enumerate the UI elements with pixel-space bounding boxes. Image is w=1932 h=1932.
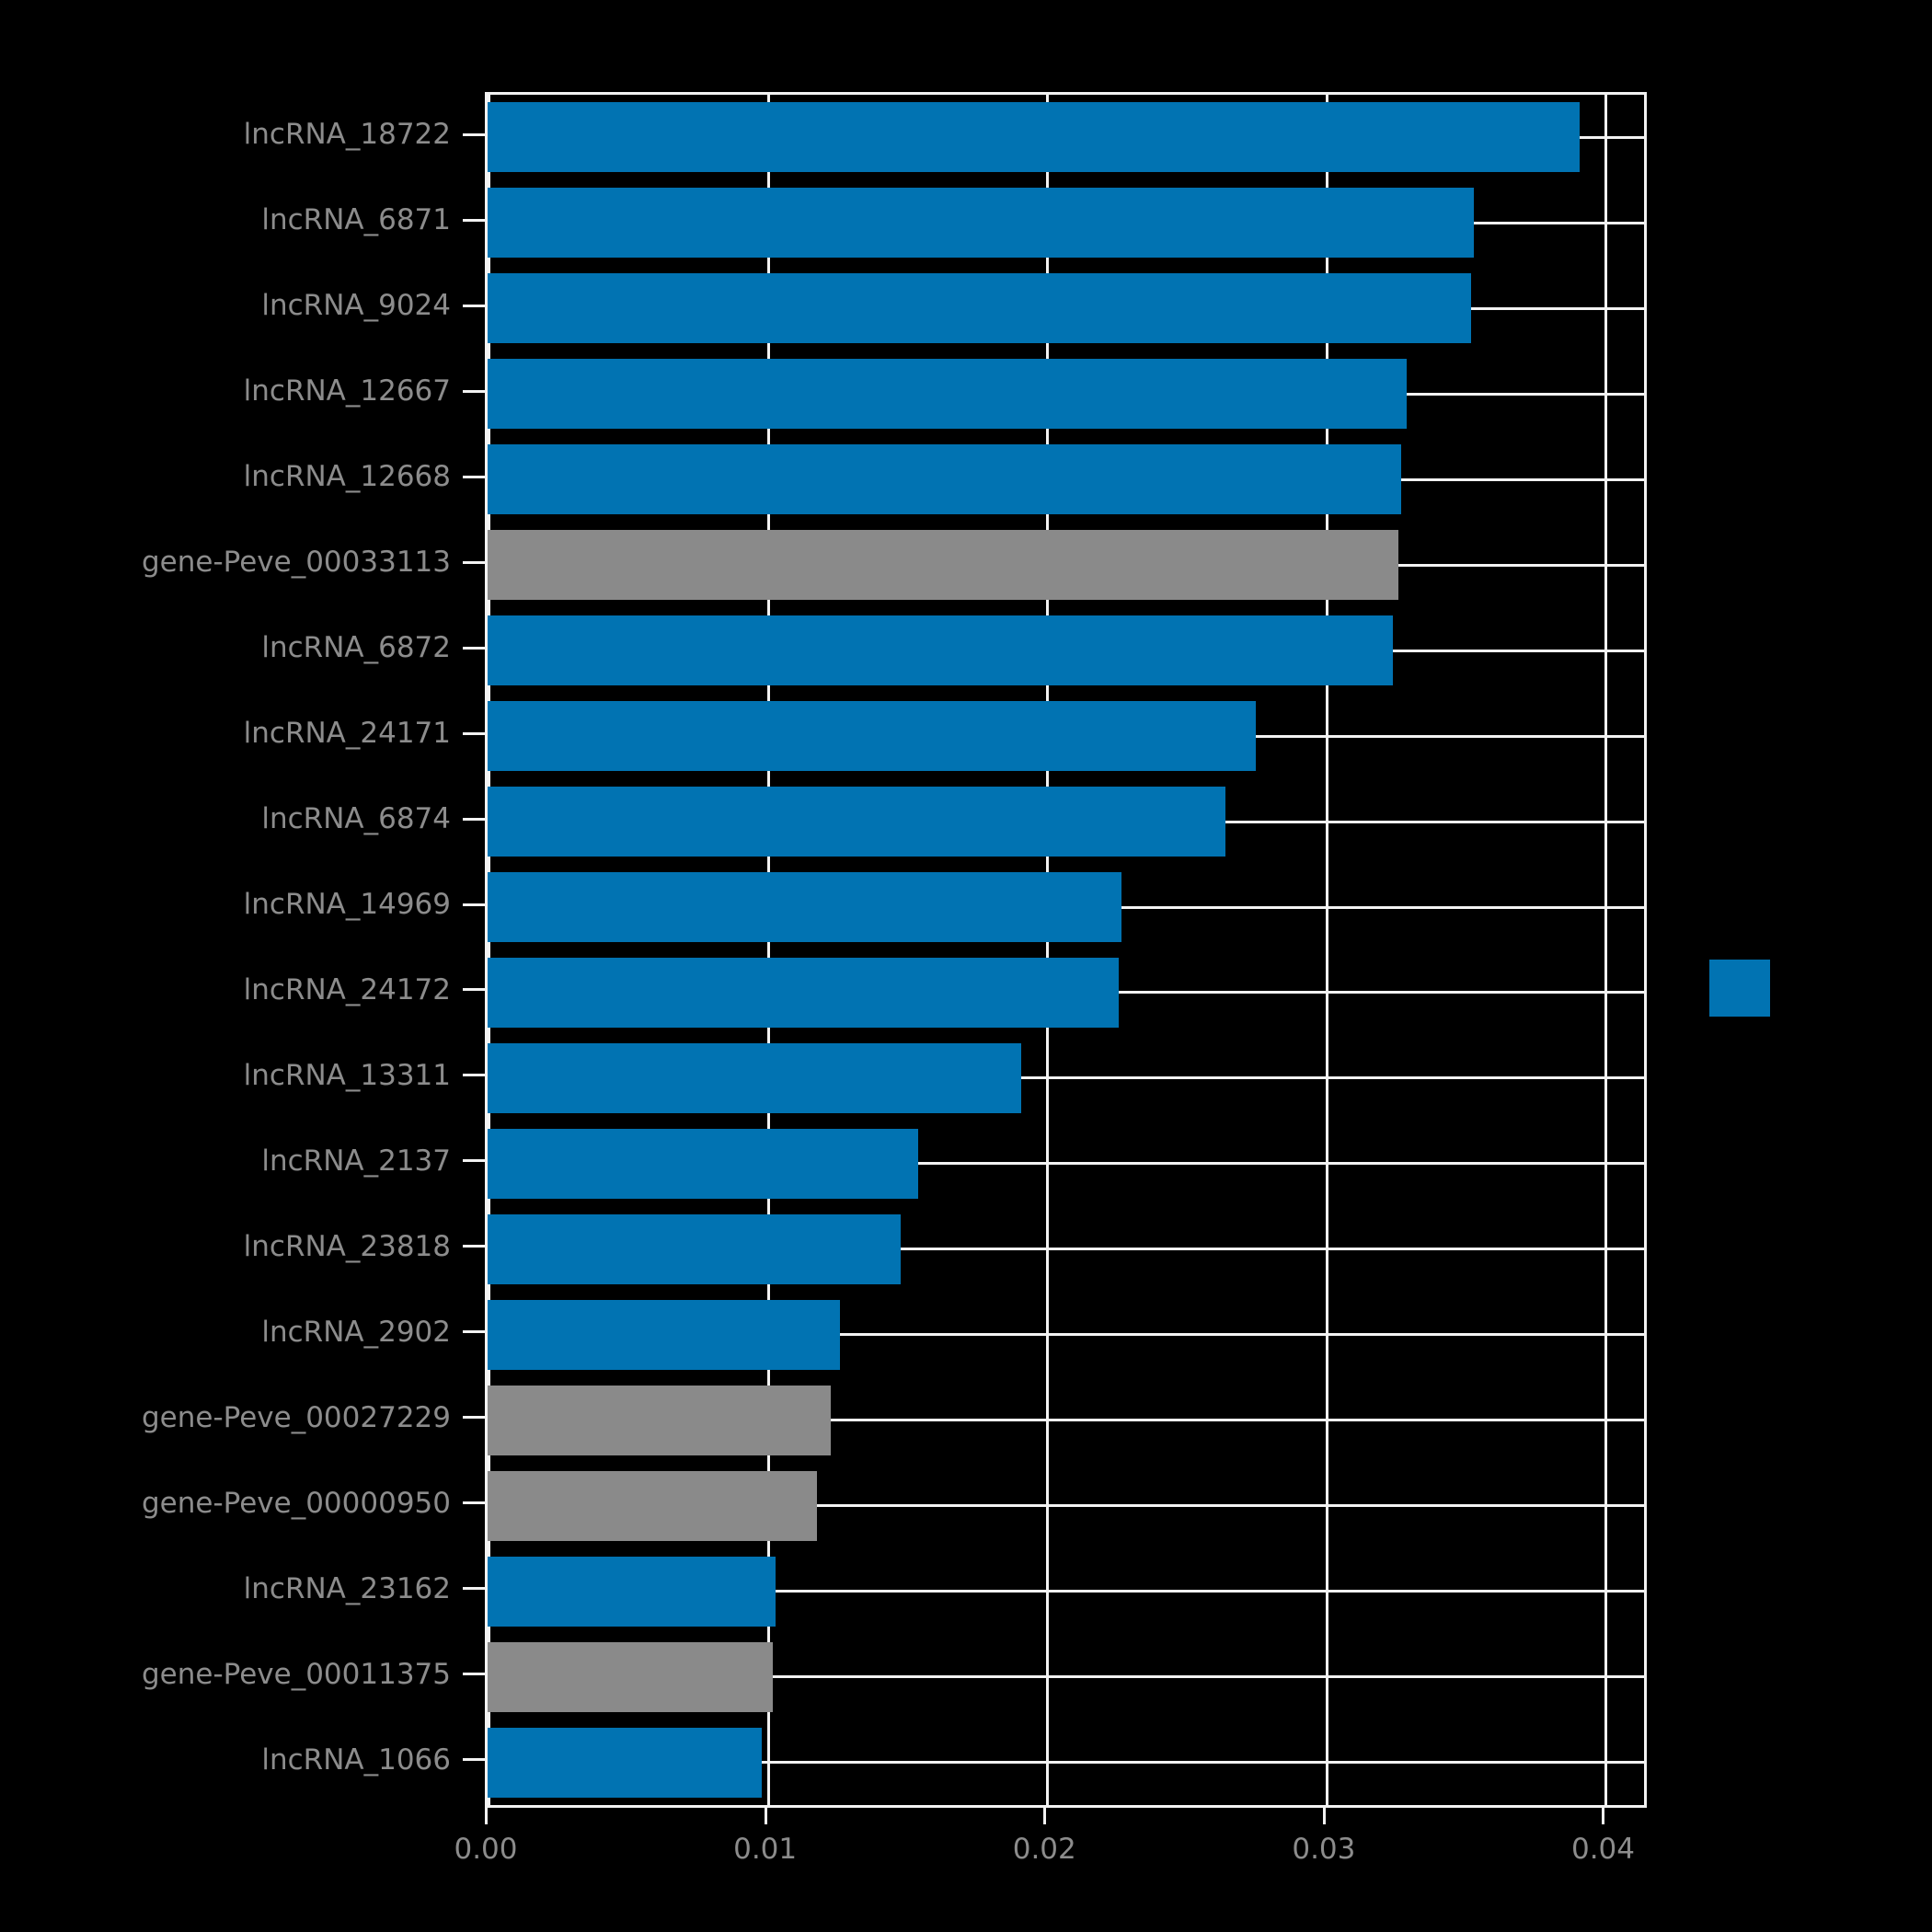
y-axis-tick — [463, 132, 485, 136]
y-axis-label: gene-Peve_00011375 — [141, 1657, 451, 1691]
y-axis-label: lncRNA_24171 — [243, 717, 451, 751]
y-axis-label: gene-Peve_00033113 — [141, 546, 451, 580]
x-axis-tick-label: 0.02 — [1012, 1833, 1076, 1866]
x-axis-tick-label: 0.03 — [1292, 1833, 1356, 1866]
x-axis-tick — [1043, 1808, 1047, 1824]
y-axis-tick — [463, 389, 485, 393]
y-axis-label: lncRNA_12667 — [243, 374, 451, 408]
legend — [1709, 960, 1770, 1017]
bar — [488, 1128, 918, 1199]
y-axis-tick — [463, 560, 485, 564]
bar — [488, 1556, 776, 1627]
bar — [488, 701, 1256, 772]
y-axis-tick — [463, 646, 485, 650]
bar — [488, 359, 1407, 430]
y-axis-tick — [463, 1245, 485, 1248]
y-axis-tick — [463, 1501, 485, 1505]
gridline-horizontal — [488, 1248, 1644, 1251]
bar — [488, 872, 1122, 943]
bar — [488, 1641, 773, 1712]
y-axis-label: lncRNA_6872 — [261, 631, 451, 665]
y-axis-label: lncRNA_9024 — [261, 289, 451, 323]
x-axis-tick — [485, 1808, 488, 1824]
x-axis-tick — [1322, 1808, 1326, 1824]
x-axis-tick-label: 0.00 — [454, 1833, 518, 1866]
y-axis-tick — [463, 1074, 485, 1077]
y-axis-label: lncRNA_6874 — [261, 802, 451, 836]
bar — [488, 1470, 818, 1541]
y-axis-label: lncRNA_13311 — [243, 1058, 451, 1092]
x-axis-tick-label: 0.04 — [1570, 1833, 1635, 1866]
x-axis-tick — [1602, 1808, 1605, 1824]
y-axis-label: lncRNA_1066 — [261, 1742, 451, 1777]
y-axis-tick — [463, 817, 485, 821]
gridline-vertical — [1046, 95, 1050, 1805]
gridline-horizontal — [488, 1504, 1644, 1508]
bar — [488, 1299, 840, 1370]
bar — [488, 188, 1474, 259]
y-axis-label: gene-Peve_00027229 — [141, 1400, 451, 1434]
gridline-vertical — [1604, 95, 1608, 1805]
gridline-vertical — [766, 95, 770, 1805]
gridline-vertical — [1325, 95, 1328, 1805]
bar — [488, 787, 1225, 857]
y-axis-tick — [463, 1159, 485, 1163]
y-axis-label: lncRNA_18722 — [243, 118, 451, 152]
gridline-horizontal — [488, 1162, 1644, 1166]
gridline-vertical — [488, 95, 490, 1805]
bar — [488, 1213, 902, 1284]
gridline-horizontal — [488, 1761, 1644, 1765]
y-axis-tick — [463, 903, 485, 906]
y-axis-tick — [463, 1330, 485, 1334]
legend-swatch — [1709, 960, 1770, 1017]
bar — [488, 530, 1398, 601]
y-axis-label: lncRNA_23818 — [243, 1229, 451, 1263]
y-axis-tick — [463, 731, 485, 735]
bar — [488, 615, 1393, 686]
bar — [488, 444, 1401, 515]
gridline-horizontal — [488, 1076, 1644, 1080]
x-axis-tick — [764, 1808, 767, 1824]
bar — [488, 273, 1471, 344]
y-axis-tick — [463, 1587, 485, 1591]
gridline-horizontal — [488, 1675, 1644, 1679]
y-axis-label: gene-Peve_00000950 — [141, 1486, 451, 1520]
y-axis-label: lncRNA_23162 — [243, 1571, 451, 1605]
y-axis-label: lncRNA_14969 — [243, 888, 451, 922]
y-axis-tick — [463, 304, 485, 307]
bar — [488, 1385, 832, 1455]
y-axis-tick — [463, 1758, 485, 1762]
gridline-horizontal — [488, 1590, 1644, 1593]
bar — [488, 1727, 762, 1798]
gridline-horizontal — [488, 1333, 1644, 1337]
y-axis-tick — [463, 988, 485, 992]
plot-area — [485, 92, 1647, 1808]
bar — [488, 1042, 1021, 1113]
y-axis-tick — [463, 218, 485, 222]
bar — [488, 102, 1581, 173]
bar — [488, 957, 1120, 1028]
y-axis-label: lncRNA_24172 — [243, 972, 451, 1006]
y-axis-label: lncRNA_6871 — [261, 203, 451, 237]
x-axis-tick-label: 0.01 — [733, 1833, 798, 1866]
gridline-horizontal — [488, 1419, 1644, 1422]
y-axis-label: lncRNA_2137 — [261, 1144, 451, 1178]
y-axis-label: lncRNA_2902 — [261, 1315, 451, 1349]
y-axis-label: lncRNA_12668 — [243, 460, 451, 494]
y-axis-tick — [463, 475, 485, 478]
y-axis-tick — [463, 1416, 485, 1420]
y-axis-tick — [463, 1673, 485, 1676]
